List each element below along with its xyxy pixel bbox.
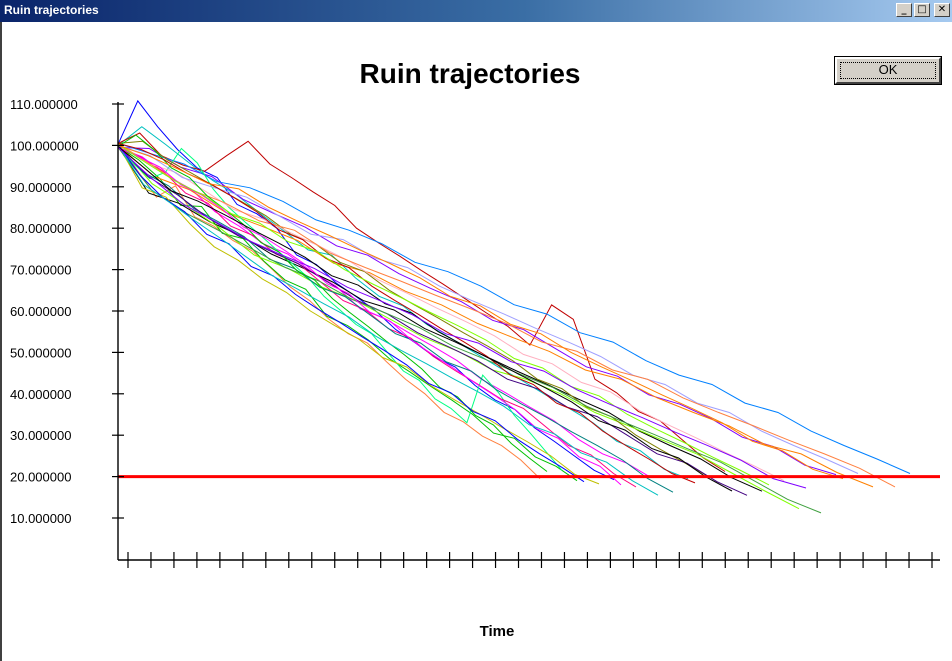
series-line <box>117 145 578 482</box>
series-layer <box>117 99 911 514</box>
series-line <box>117 145 674 493</box>
series-line <box>117 146 748 496</box>
close-button[interactable]: ✕ <box>934 3 950 17</box>
y-tick-label: 30.000000 <box>10 428 71 443</box>
series-line <box>117 134 548 472</box>
x-axis-label: Time <box>480 623 515 640</box>
series-line <box>117 144 585 483</box>
series-line <box>117 132 726 472</box>
series-line <box>117 147 822 514</box>
y-tick-label: 40.000000 <box>10 387 71 402</box>
series-line <box>117 143 770 486</box>
series-line <box>117 146 563 471</box>
axis-layer: 110.000000 100.000000 90.000000 80.000000 70… <box>10 97 940 568</box>
series-line <box>117 144 859 474</box>
title-bar[interactable]: Ruin trajectories _ □ ✕ <box>0 0 952 22</box>
series-line <box>117 126 689 480</box>
y-tick-label: 100.000000 <box>10 138 79 153</box>
maximize-button[interactable]: □ <box>914 3 930 17</box>
close-icon: ✕ <box>937 4 947 15</box>
y-tick-label: 50.000000 <box>10 345 71 360</box>
y-tick-label: 90.000000 <box>10 180 71 195</box>
y-tick-label: 10.000000 <box>10 511 71 526</box>
window-title: Ruin trajectories <box>4 3 99 17</box>
series-line <box>117 142 696 484</box>
y-tick-label: 20.000000 <box>10 470 71 485</box>
series-line <box>117 145 659 496</box>
chart-title: Ruin trajectories <box>360 58 581 89</box>
series-line <box>117 145 874 488</box>
ruin-chart: Ruin trajectories 110.000000 100.000000 90… <box>10 58 940 640</box>
series-line <box>117 142 896 488</box>
series-line <box>117 143 785 482</box>
y-tick-label: 110.000000 <box>10 97 78 112</box>
window-left-border <box>0 22 2 661</box>
series-line <box>117 144 844 480</box>
minimize-button[interactable]: _ <box>896 3 912 17</box>
minimize-icon: _ <box>901 4 907 15</box>
y-tick-label: 60.000000 <box>10 304 71 319</box>
y-tick-label: 70.000000 <box>10 263 71 278</box>
series-line <box>117 147 807 489</box>
series-line <box>117 144 600 485</box>
maximize-icon: □ <box>917 4 927 15</box>
series-line <box>117 146 637 488</box>
ok-button[interactable]: OK <box>834 56 942 85</box>
ok-button-label: OK <box>878 62 898 77</box>
y-tick-label: 80.000000 <box>10 221 71 236</box>
series-line <box>117 142 911 474</box>
